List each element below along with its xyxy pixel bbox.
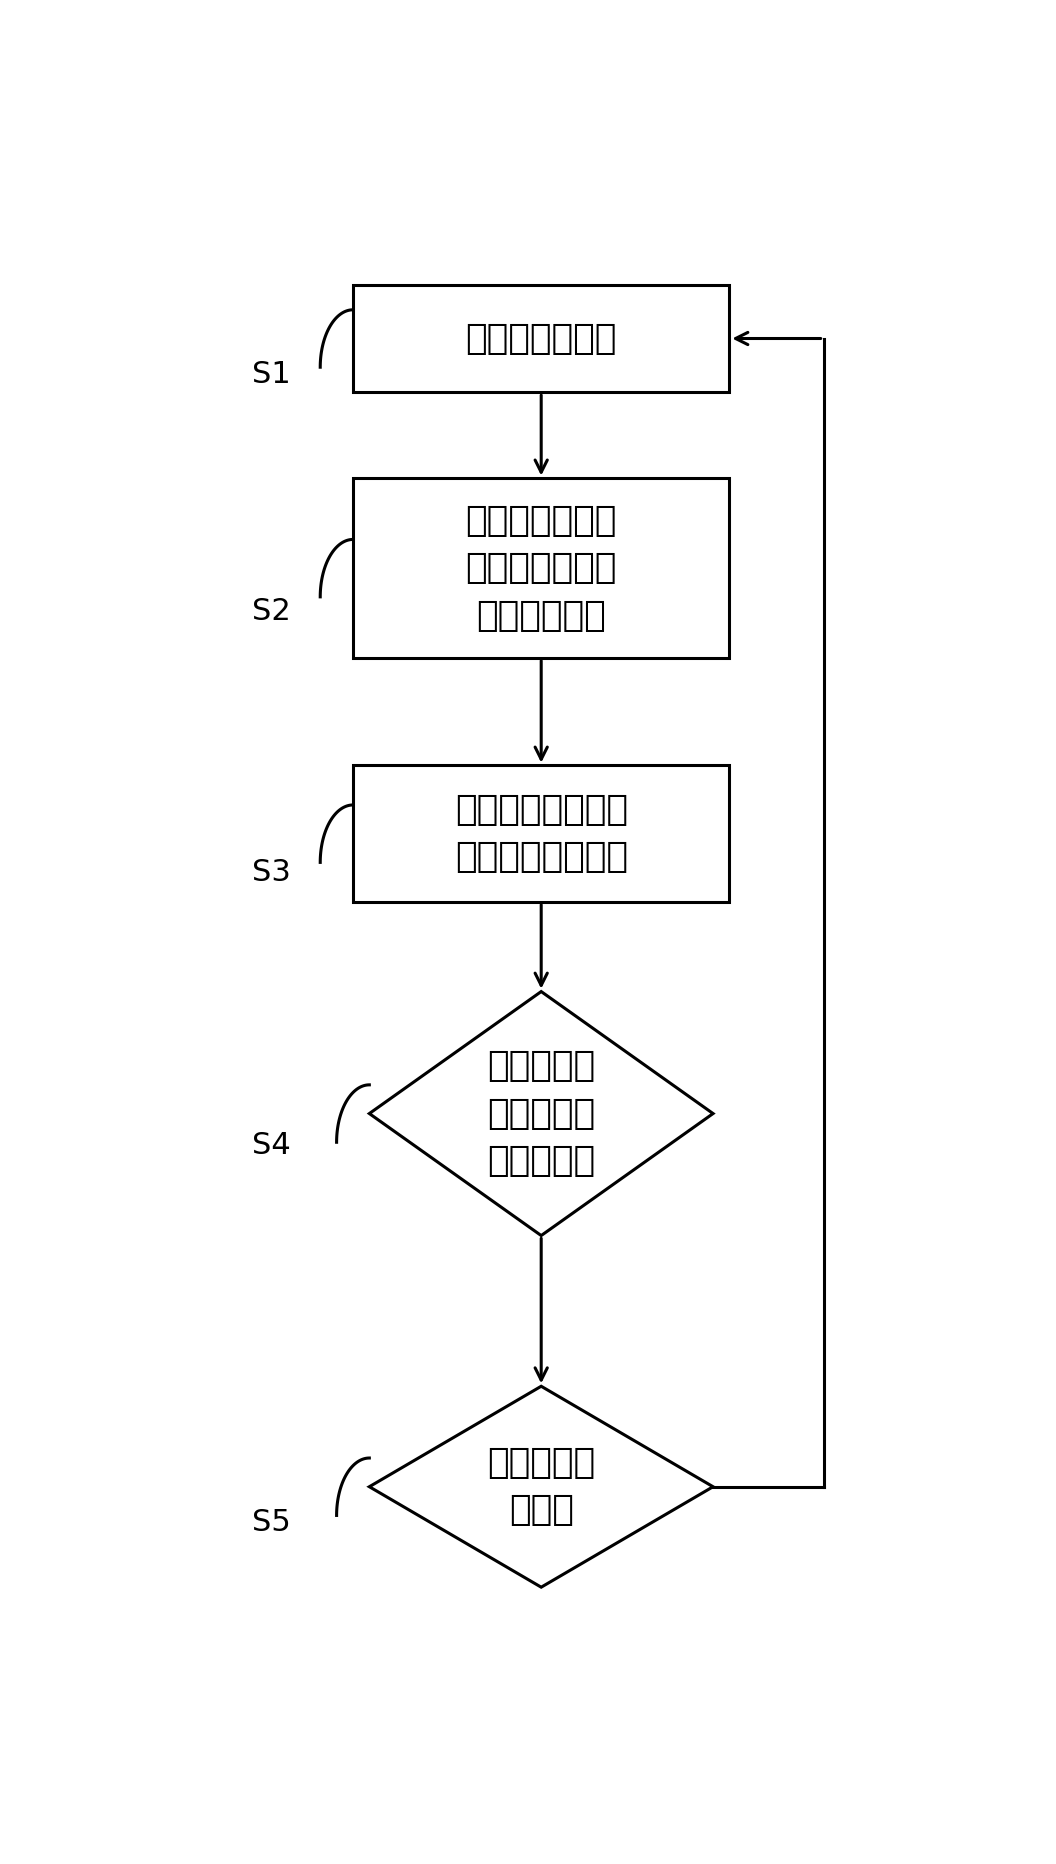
Text: 判断密码是
否一致: 判断密码是 否一致 [487,1446,596,1527]
Text: 匹配器判断
待加密设备
的加密状态: 匹配器判断 待加密设备 的加密状态 [487,1049,596,1178]
Text: S3: S3 [251,857,290,887]
Text: S1: S1 [251,360,290,390]
Text: S4: S4 [251,1131,290,1159]
Bar [353,285,730,391]
Text: S2: S2 [251,596,290,626]
Text: 输入脑电波密码: 输入脑电波密码 [466,321,617,356]
Bar [353,479,730,658]
Text: S5: S5 [251,1508,290,1538]
Bar [353,766,730,902]
Text: 匹配器接收脑电波
信息，并进行存储: 匹配器接收脑电波 信息，并进行存储 [455,792,627,874]
Text: 脑电波传感器发
送脑电波信息给
加密解密设备: 脑电波传感器发 送脑电波信息给 加密解密设备 [466,503,617,632]
Polygon shape [370,992,713,1236]
Polygon shape [370,1387,713,1588]
